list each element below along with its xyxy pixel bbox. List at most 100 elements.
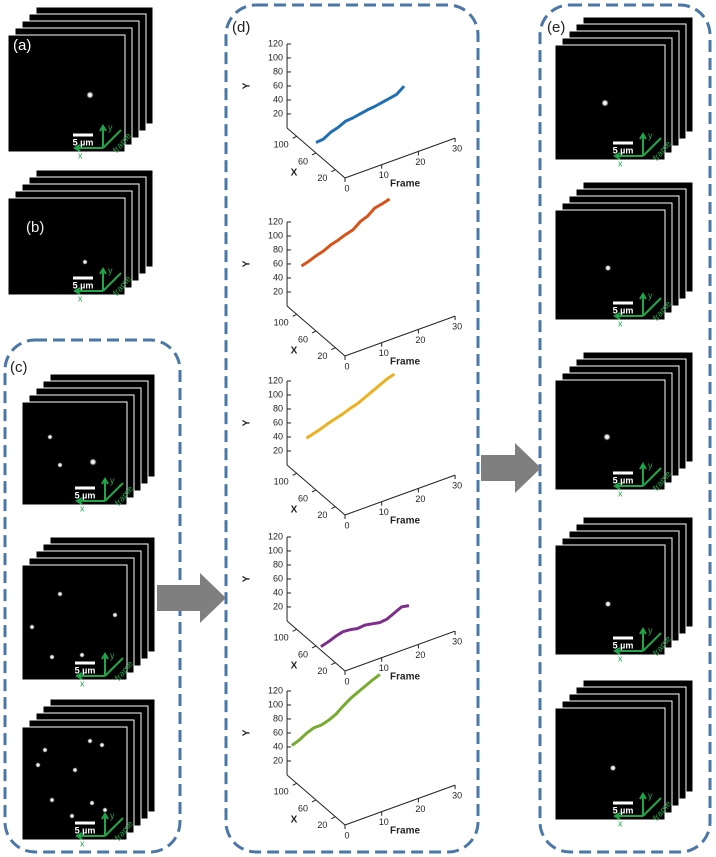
axis-arrow [639,627,647,651]
x-axis-label: X [291,505,298,516]
axis-arrow [613,812,643,820]
x-tick-label: 20 [317,820,327,830]
axis-arrow [642,137,662,157]
y-tick-label: 100 [268,230,283,240]
y-tick-label: 100 [268,52,283,62]
axis-arrow [642,797,662,817]
axis-line [344,315,456,357]
axis-label: x [618,158,623,168]
spot [57,462,63,468]
x-tick-label: 60 [298,334,308,344]
image-layer [21,726,128,841]
frame-axis-label: Frame [390,516,420,527]
spot [102,807,108,813]
axis-arrow [104,817,124,837]
axis-arrow [75,497,105,505]
spot [112,612,118,618]
axis-arrow [73,287,103,295]
spot [35,762,41,768]
axis-arrow [613,312,643,320]
axis-label: x [618,818,623,828]
axis-arrow [101,477,109,501]
group-box [224,3,480,854]
axis-arrow [642,297,662,317]
axis-label: y [110,650,115,660]
image-layer [554,209,666,321]
frame-tick-label: 10 [379,348,389,358]
axis-arrow [101,652,109,676]
axis-label: x [78,150,83,160]
frame-tick-label: 20 [415,335,425,345]
y-tick-label: 40 [273,431,283,441]
x-tick-label: 100 [274,633,289,643]
spot [42,747,48,753]
x-tick-label: 20 [317,666,327,676]
y-tick-label: 80 [273,559,283,569]
x-tick-label: 100 [274,477,289,487]
frame-tick-label: 0 [344,676,349,686]
spot [99,742,105,748]
y-tick-label: 80 [273,244,283,254]
scale-bar-label: 5 µm [613,475,634,485]
frame-tick-label: 30 [452,321,462,331]
frame-tick-label: 30 [452,143,462,153]
frame-tick-label: 0 [344,183,349,193]
axis-label: y [110,475,115,485]
axis-arrow [639,132,647,156]
axis-arrow [101,812,109,836]
frame-tick-label: 0 [344,830,349,840]
x-tick [292,135,297,139]
panel-label: (e) [547,19,565,36]
frame-tick-label: 0 [344,520,349,530]
y-tick-label: 20 [273,601,283,611]
y-tick-label: 60 [273,80,283,90]
panel-label: (a) [13,37,31,54]
axis-label: x [618,318,623,328]
x-axis-label: X [291,168,298,179]
image-layer [554,544,666,656]
spot [82,259,88,265]
frame-tick-label: 10 [379,817,389,827]
axis-label: x [618,653,623,663]
axis-label: x [618,488,623,498]
axis-line [344,784,456,826]
x-tick [311,489,317,493]
x-tick-label: 20 [317,173,327,183]
frame-axis-label: Frame [390,672,420,683]
axis-label: y [108,265,113,275]
axis-arrow [73,144,103,152]
spot [604,600,612,608]
y-tick-label: 60 [273,258,283,268]
trajectory [291,673,381,747]
x-tick [292,472,297,476]
axis-arrow [639,462,647,486]
axis-label: x [80,503,85,513]
x-tick-label: 20 [317,351,327,361]
axis-label: y [648,625,653,635]
x-tick [331,816,336,820]
y-axis-label: Y [242,260,253,267]
image-layer [7,34,126,153]
y-axis-label: Y [242,82,253,89]
scale-bar-label: 5 µm [73,280,94,290]
axis-arrow [99,267,107,291]
axis-label: x [78,293,83,303]
scale-bar-label: 5 µm [613,305,634,315]
y-tick-label: 60 [273,727,283,737]
x-axis-label: X [291,661,298,672]
panel-label: (c) [10,359,28,376]
scale-bar-label: 5 µm [613,805,634,815]
frame-axis-label: Frame [390,357,420,368]
x-tick [331,506,336,510]
spot [79,652,85,658]
y-axis-label: Y [242,419,253,426]
y-tick-label: 80 [273,66,283,76]
spot [89,800,95,806]
frame-tick-label: 30 [452,480,462,490]
x-axis-label: X [291,815,298,826]
y-tick-label: 40 [273,272,283,282]
y-tick-label: 20 [273,286,283,296]
axis-arrow [613,152,643,160]
spot [57,591,63,597]
axis-label: y [648,790,653,800]
